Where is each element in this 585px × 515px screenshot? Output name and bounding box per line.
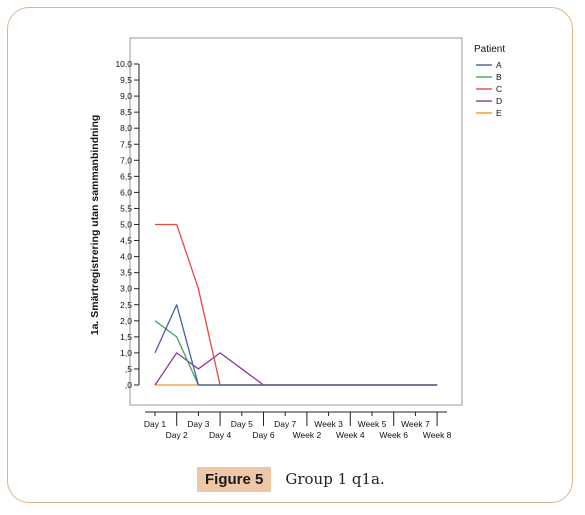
x-tick-label: Day 7 (274, 419, 296, 429)
legend-label-e: E (496, 108, 502, 118)
y-tick-label: 4,5 (120, 236, 132, 246)
y-tick-label: ,5 (125, 364, 132, 374)
y-tick-label: ,0 (125, 380, 132, 390)
x-tick-label: Week 5 (358, 419, 387, 429)
y-tick-label: 5,5 (120, 203, 132, 213)
y-tick-label: 6,5 (120, 171, 132, 181)
plot-frame (129, 37, 463, 406)
y-tick-label: 2,5 (120, 300, 132, 310)
legend-title: Patient (474, 44, 505, 55)
y-tick-label: 7,0 (120, 155, 132, 165)
x-tick-label: Week 2 (293, 430, 322, 440)
y-tick-label: 1,5 (120, 332, 132, 342)
x-tick-label: Week 4 (336, 430, 365, 440)
x-tick-label: Day 5 (231, 419, 253, 429)
y-tick-label: 9,5 (120, 75, 132, 85)
y-tick-label: 4,0 (120, 252, 132, 262)
y-axis-label: 1a. Smärtregistrering utan sammanbindnin… (89, 115, 101, 336)
legend-label-d: D (496, 96, 502, 106)
legend-label-c: C (496, 84, 502, 94)
y-tick-label: 5,0 (120, 220, 132, 230)
y-tick-label: 9,0 (120, 91, 132, 101)
x-tick-label: Day 4 (209, 430, 231, 440)
x-tick-label: Week 3 (314, 419, 343, 429)
x-tick-label: Day 3 (187, 419, 209, 429)
y-tick-label: 8,0 (120, 123, 132, 133)
figure-caption: Figure 5 Group 1 q1a. (197, 465, 385, 493)
y-tick-label: 1,0 (120, 348, 132, 358)
figure-label: Figure 5 (197, 466, 272, 492)
y-tick-label: 10,0 (115, 59, 132, 69)
x-tick-label: Day 1 (144, 419, 166, 429)
y-tick-label: 6,0 (120, 187, 132, 197)
legend-label-a: A (496, 60, 502, 70)
series-line-c (155, 223, 438, 386)
y-tick-label: 8,5 (120, 107, 132, 117)
y-tick-label: 3,5 (120, 268, 132, 278)
caption-text: Group 1 q1a. (285, 470, 385, 488)
y-tick-label: 3,0 (120, 284, 132, 294)
x-tick-label: Day 6 (252, 430, 274, 440)
y-tick-label: 2,0 (120, 316, 132, 326)
legend-label-b: B (496, 72, 502, 82)
series-line-a (154, 304, 438, 386)
series-line-b (154, 320, 438, 386)
x-tick-label: Day 2 (166, 430, 188, 440)
y-tick-label: 7,5 (120, 139, 132, 149)
x-tick-label: Week 7 (401, 419, 430, 429)
x-tick-label: Week 6 (379, 430, 408, 440)
x-tick-label: Week 8 (423, 430, 452, 440)
